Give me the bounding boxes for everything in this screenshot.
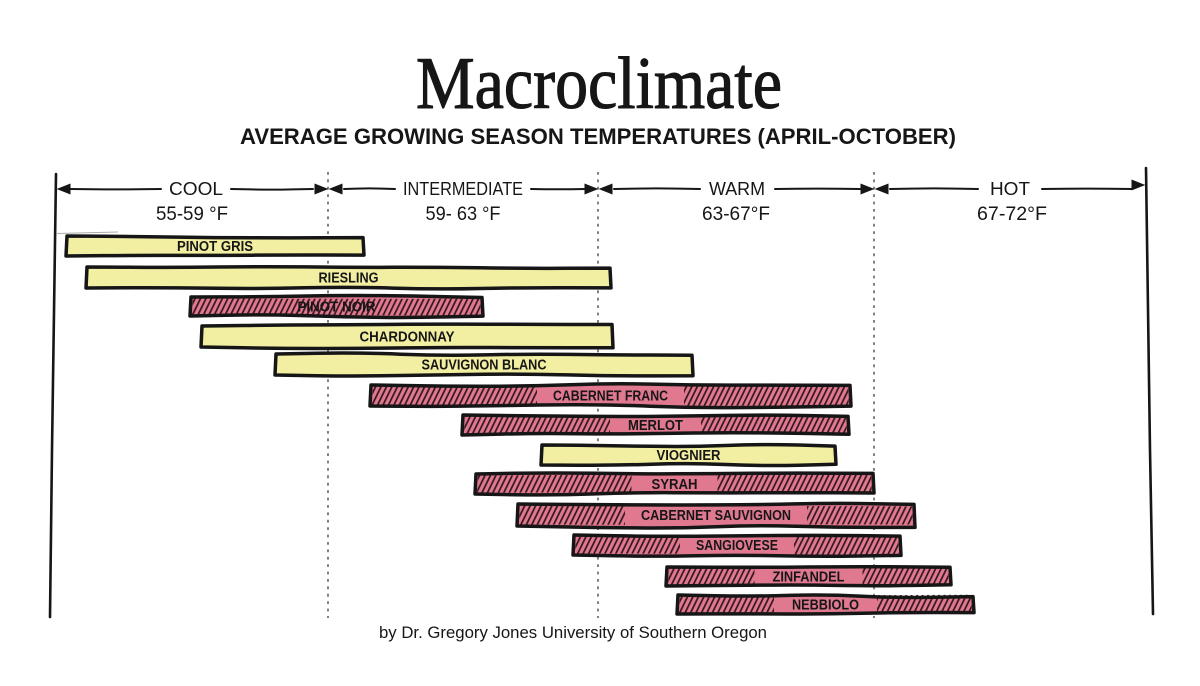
svg-text:67-72°F: 67-72°F (977, 204, 1047, 225)
svg-text:SAUVIGNON BLANC: SAUVIGNON BLANC (422, 358, 547, 374)
svg-text:RIESLING: RIESLING (319, 271, 379, 287)
svg-text:SANGIOVESE: SANGIOVESE (696, 538, 778, 554)
svg-text:VIOGNIER: VIOGNIER (657, 448, 721, 464)
svg-text:ZINFANDEL: ZINFANDEL (773, 570, 845, 586)
svg-text:WARM: WARM (709, 179, 765, 199)
svg-text:63-67°F: 63-67°F (702, 204, 770, 225)
svg-text:PINOT NOIR: PINOT NOIR (298, 300, 376, 316)
svg-text:NEBBIOLO: NEBBIOLO (792, 598, 859, 614)
svg-text:CHARDONNAY: CHARDONNAY (360, 330, 455, 346)
svg-text:55-59 °F: 55-59 °F (156, 204, 228, 225)
svg-text:CABERNET SAUVIGNON: CABERNET SAUVIGNON (641, 508, 791, 524)
svg-text:Macroclimate: Macroclimate (416, 43, 782, 125)
svg-text:PINOT GRIS: PINOT GRIS (177, 239, 253, 255)
svg-text:AVERAGE GROWING SEASON TEMPERA: AVERAGE GROWING SEASON TEMPERATURES (APR… (240, 124, 956, 149)
svg-text:SYRAH: SYRAH (652, 477, 698, 493)
svg-text:CABERNET FRANC: CABERNET FRANC (553, 389, 668, 405)
svg-text:HOT: HOT (990, 179, 1030, 199)
svg-text:COOL: COOL (169, 179, 223, 199)
svg-text:59- 63 °F: 59- 63 °F (426, 204, 501, 225)
svg-text:INTERMEDIATE: INTERMEDIATE (403, 179, 523, 199)
svg-text:MERLOT: MERLOT (628, 418, 683, 434)
svg-text:by Dr. Gregory Jones Universit: by Dr. Gregory Jones University of South… (379, 623, 767, 642)
